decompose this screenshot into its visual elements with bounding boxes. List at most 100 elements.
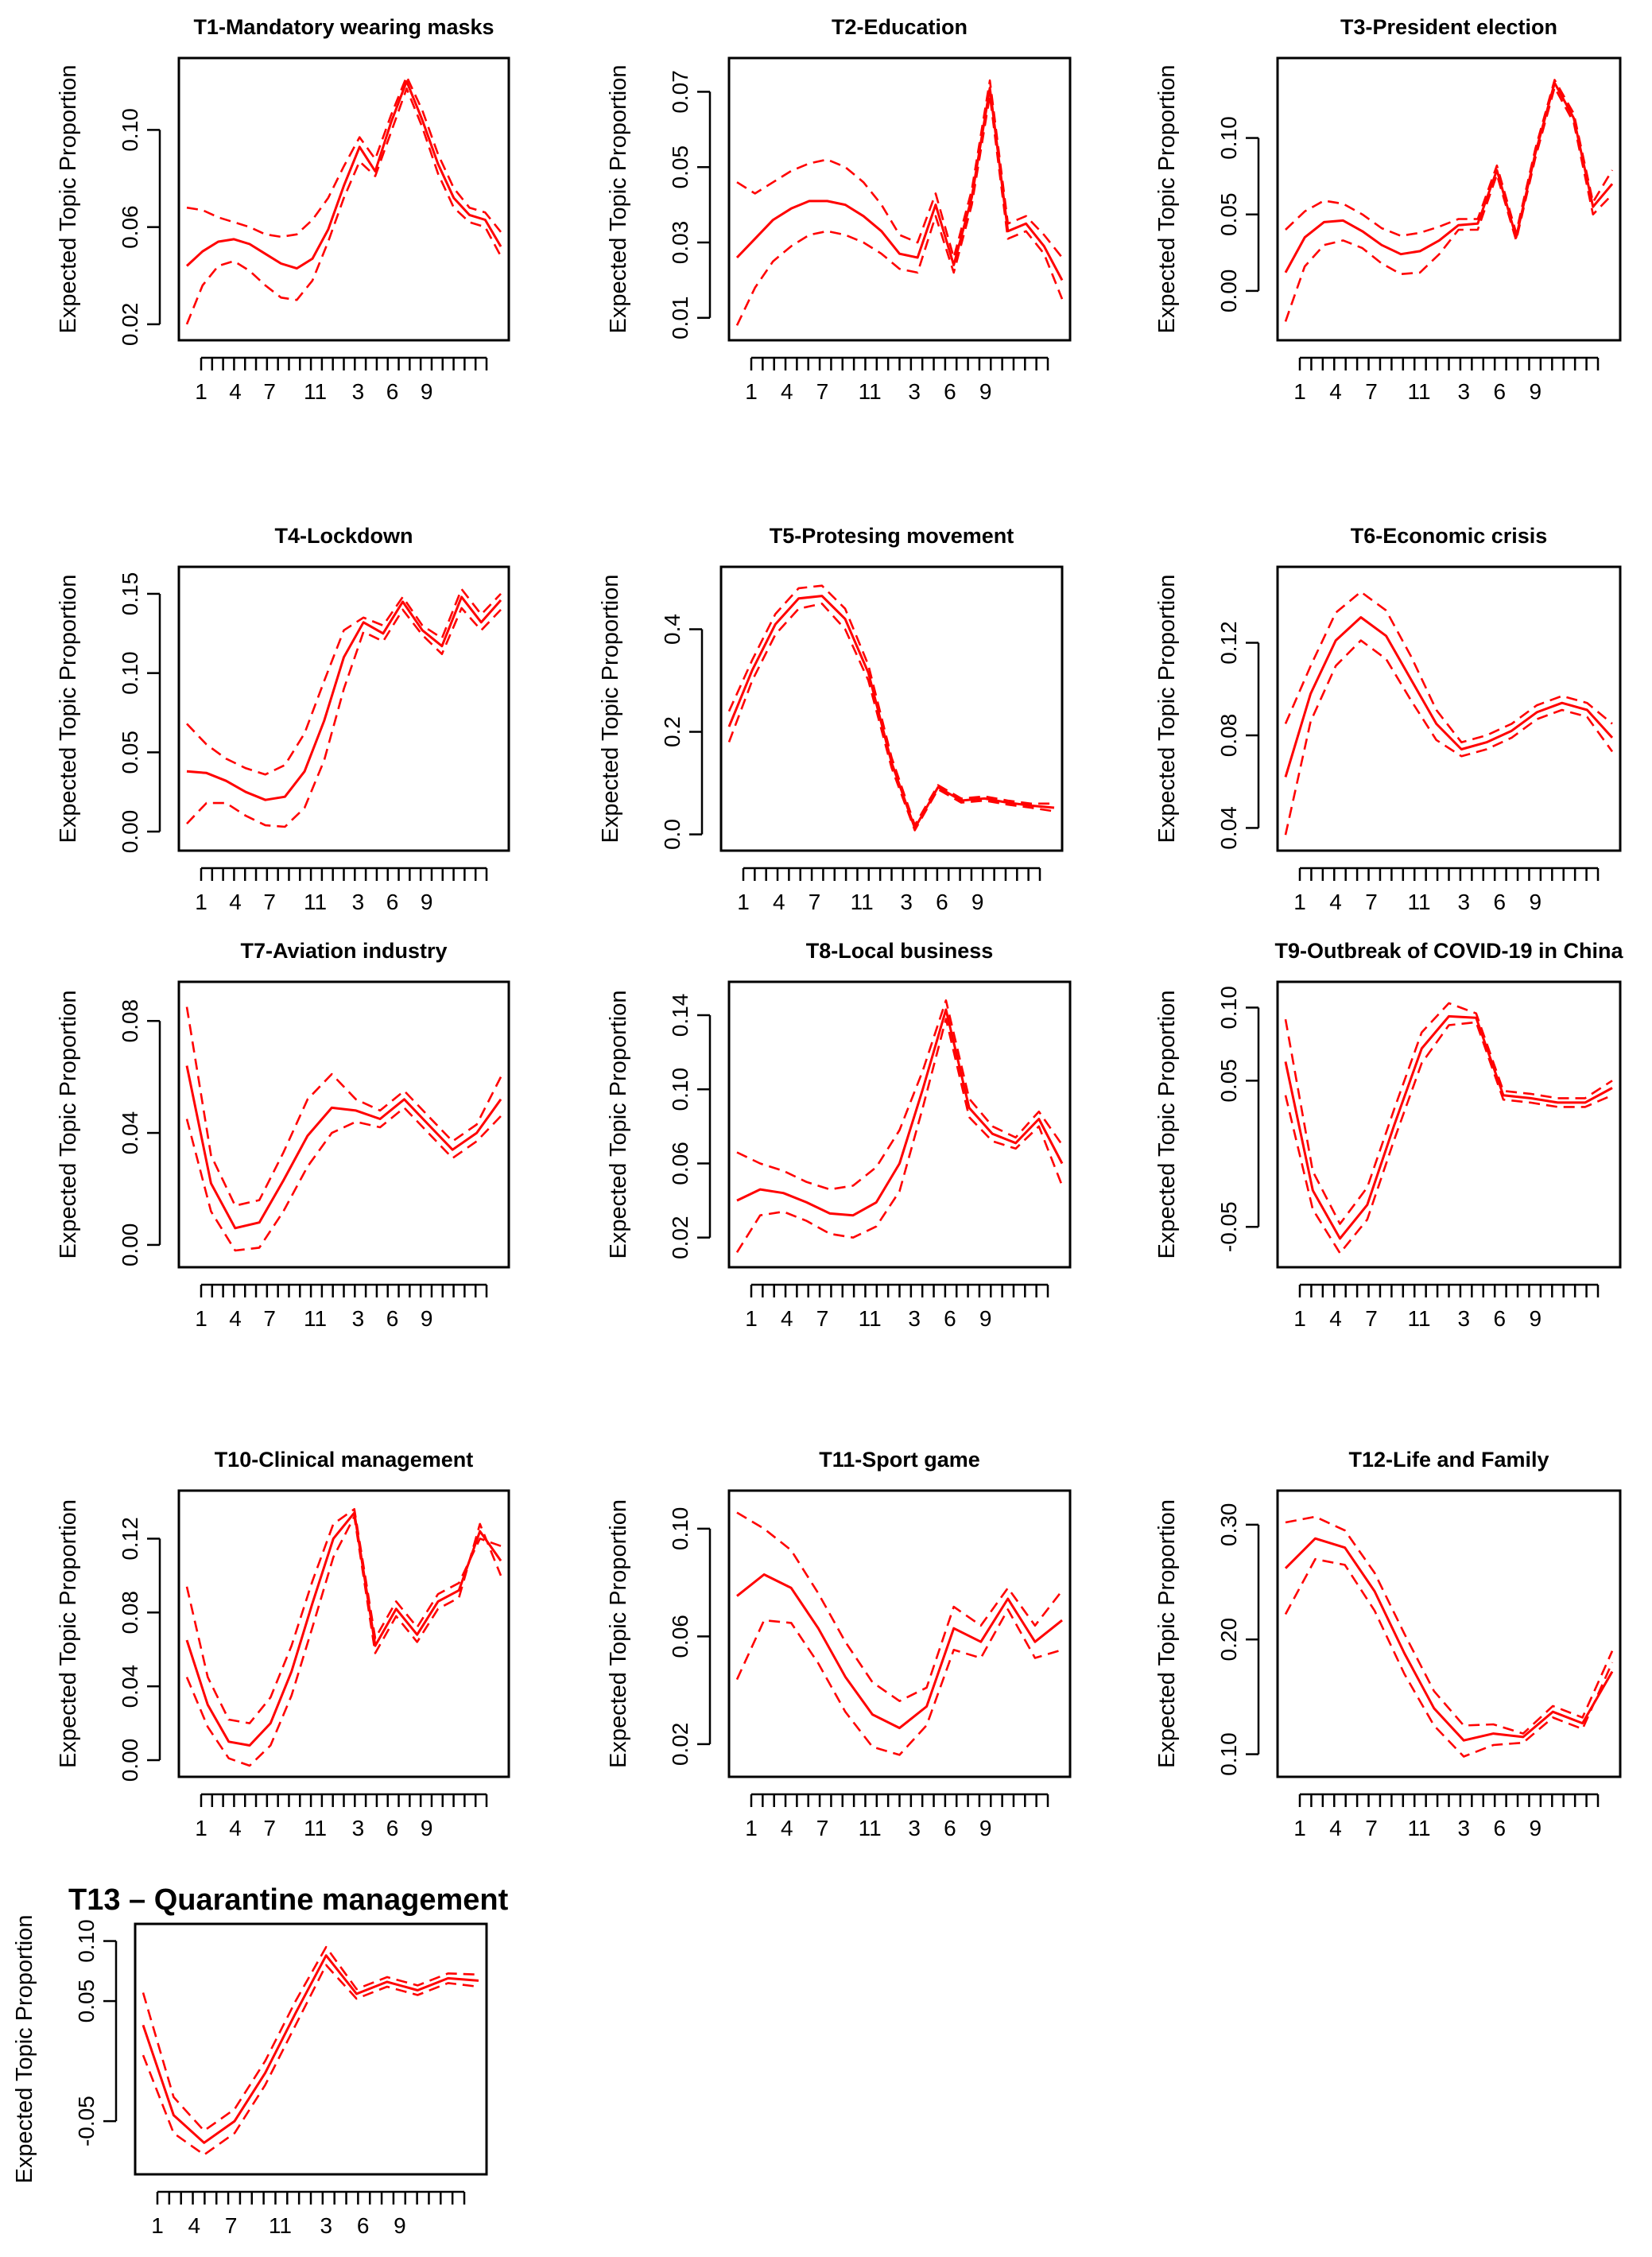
series-upper-line xyxy=(142,1945,479,2132)
x-tick-label: 7 xyxy=(263,890,276,914)
chart-panel-12: T12-Life and Family Expected Topic Propor… xyxy=(1154,1448,1622,1840)
series-mean-line xyxy=(185,1065,502,1230)
y-tick-label: 0.02 xyxy=(668,1723,692,1766)
x-tick-label: 3 xyxy=(908,379,921,404)
y-tick-label: 0.10 xyxy=(1216,1732,1241,1776)
x-tick-label: 7 xyxy=(816,1306,829,1331)
series-lower-line xyxy=(185,87,502,325)
series-upper-line xyxy=(727,584,1054,827)
x-tick-label: 4 xyxy=(1329,1816,1342,1840)
series-upper-line xyxy=(736,1511,1064,1702)
x-tick-label: 3 xyxy=(320,2213,333,2238)
x-tick-label: 6 xyxy=(386,1816,399,1840)
y-tick-label: 0.03 xyxy=(668,221,692,265)
y-axis-label: Expected Topic Proportion xyxy=(606,1499,631,1768)
x-tick-label: 3 xyxy=(352,1816,365,1840)
x-tick-label: 11 xyxy=(859,379,882,404)
x-tick-label: 3 xyxy=(908,1306,921,1331)
chart-title: T8-Local business xyxy=(806,939,994,963)
x-tick-label: 4 xyxy=(229,890,242,914)
y-axis-label: Expected Topic Proportion xyxy=(56,64,81,333)
x-tick-label: 7 xyxy=(1365,1306,1378,1331)
x-tick-label: 11 xyxy=(1407,379,1430,404)
x-tick-label: 1 xyxy=(745,379,758,404)
x-tick-label: 3 xyxy=(1457,379,1470,404)
x-tick-label: 11 xyxy=(859,1816,882,1840)
chart-panel-1: T1-Mandatory wearing masks Expected Topic… xyxy=(56,15,510,404)
y-tick-label: 0.08 xyxy=(1216,714,1241,758)
y-tick-label: 0.05 xyxy=(1216,192,1241,236)
x-tick-label: 7 xyxy=(809,890,821,914)
y-tick-label: 0.12 xyxy=(1216,621,1241,665)
y-tick-label: 0.08 xyxy=(118,1591,142,1635)
x-tick-label: 3 xyxy=(900,890,913,914)
x-tick-label: 9 xyxy=(971,890,984,914)
y-tick-label: 0.4 xyxy=(660,614,684,645)
x-tick-label: 11 xyxy=(851,890,874,914)
series-mean-line xyxy=(1284,616,1614,778)
chart-title: T2-Education xyxy=(832,15,968,39)
plot-frame xyxy=(134,1922,488,2176)
x-tick-label: 6 xyxy=(1493,1306,1506,1331)
series-mean-line xyxy=(1284,81,1614,273)
x-tick-label: 6 xyxy=(357,2213,370,2238)
y-tick-label: 0.02 xyxy=(668,1216,692,1259)
x-tick-label: 3 xyxy=(1457,890,1470,914)
x-tick-label: 7 xyxy=(1365,890,1378,914)
x-tick-label: 3 xyxy=(352,379,365,404)
y-tick-label: 0.10 xyxy=(668,1068,692,1111)
plot-frame xyxy=(1276,56,1622,342)
y-tick-label: 0.06 xyxy=(118,205,142,249)
x-tick-label: 7 xyxy=(816,379,829,404)
series-lower-line xyxy=(735,1018,1064,1253)
y-tick-label: 0.07 xyxy=(668,70,692,114)
series-lower-line xyxy=(1284,639,1614,836)
plot-frame xyxy=(1276,980,1622,1269)
x-tick-label: 4 xyxy=(1329,1306,1342,1331)
y-tick-label: 0.10 xyxy=(1216,986,1241,1030)
x-tick-label: 9 xyxy=(1529,379,1541,404)
series-upper-line xyxy=(1285,1515,1614,1735)
x-tick-label: 4 xyxy=(188,2213,201,2238)
series-lower-line xyxy=(735,1608,1063,1756)
x-tick-label: 3 xyxy=(1457,1816,1470,1840)
y-tick-label: 0.12 xyxy=(118,1517,142,1561)
y-tick-label: 0.00 xyxy=(118,1224,142,1267)
x-tick-label: 6 xyxy=(386,890,399,914)
plot-frame xyxy=(177,56,510,342)
x-tick-label: 6 xyxy=(1493,890,1506,914)
plot-frame xyxy=(727,56,1072,342)
chart-title: T10-Clinical management xyxy=(215,1448,474,1472)
x-tick-label: 4 xyxy=(229,379,242,404)
x-tick-label: 3 xyxy=(908,1816,921,1840)
series-mean-line xyxy=(727,595,1055,830)
y-tick-label: 0.05 xyxy=(74,1980,99,2023)
x-tick-label: 9 xyxy=(979,1306,992,1331)
y-axis-label: Expected Topic Proportion xyxy=(1154,64,1180,333)
x-tick-label: 6 xyxy=(944,1306,956,1331)
series-lower-line xyxy=(185,1515,502,1767)
x-tick-label: 1 xyxy=(195,1306,207,1331)
series-lower-line xyxy=(1284,1557,1614,1758)
x-tick-label: 9 xyxy=(421,890,433,914)
x-tick-label: 1 xyxy=(1293,890,1306,914)
series-lower-line xyxy=(142,1964,479,2156)
y-tick-label: 0.00 xyxy=(118,1739,142,1782)
x-tick-label: 6 xyxy=(944,1816,956,1840)
chart-panel-11: T11-Sport game Expected Topic Proportion 0… xyxy=(606,1448,1072,1840)
x-tick-label: 4 xyxy=(781,1816,793,1840)
chart-title: T6-Economic crisis xyxy=(1351,524,1548,548)
series-mean-line xyxy=(185,1511,502,1747)
series-lower-line xyxy=(1284,86,1613,322)
x-tick-label: 1 xyxy=(1293,1306,1306,1331)
x-tick-label: 9 xyxy=(421,1816,433,1840)
y-tick-label: 0.10 xyxy=(118,108,142,152)
y-tick-label: 0.00 xyxy=(1216,270,1241,313)
x-tick-label: 1 xyxy=(745,1816,758,1840)
chart-panel-7: T7-Aviation industry Expected Topic Propo… xyxy=(56,939,510,1331)
plot-frame xyxy=(177,1489,510,1778)
y-tick-label: 0.02 xyxy=(118,303,142,347)
x-tick-label: 4 xyxy=(1329,890,1342,914)
series-mean-line xyxy=(735,87,1064,281)
